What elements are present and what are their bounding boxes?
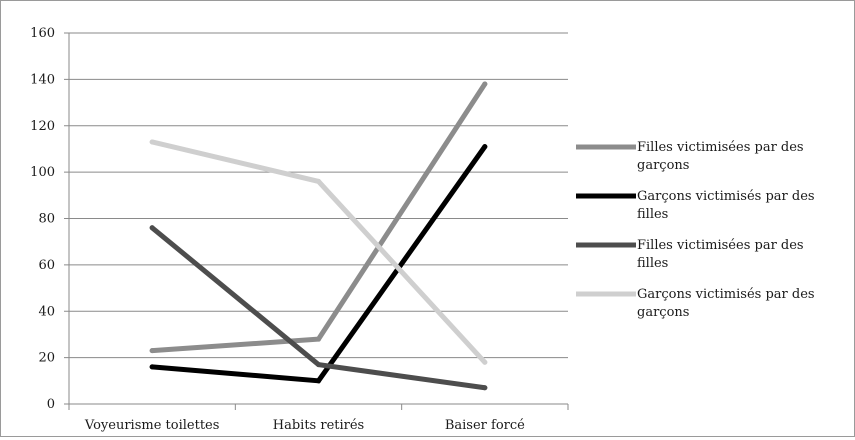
y-tick-label: 40: [38, 304, 55, 319]
y-tick-label: 60: [38, 258, 55, 273]
legend-label: Garçons victimisés par des: [637, 287, 815, 302]
y-tick-label: 160: [30, 26, 55, 41]
legend-label: Filles victimisées par des: [637, 238, 804, 253]
data-point: [149, 348, 155, 354]
legend-label: Garçons victimisés par des: [637, 189, 815, 204]
y-tick-label: 100: [30, 165, 55, 180]
data-point: [482, 81, 488, 87]
data-point: [149, 225, 155, 231]
y-tick-label: 0: [47, 397, 55, 412]
data-point: [316, 362, 321, 368]
data-point: [482, 144, 488, 150]
x-tick-label: Baiser forcé: [445, 418, 525, 433]
data-point: [482, 385, 488, 391]
legend-label: garçons: [637, 158, 689, 173]
y-tick-label: 140: [30, 72, 55, 87]
data-point: [149, 139, 155, 145]
y-tick-label: 80: [38, 212, 55, 227]
y-tick-label: 120: [30, 119, 55, 134]
legend-label: filles: [637, 207, 668, 222]
series-line-4: [149, 139, 488, 365]
y-tick-label: 20: [38, 351, 55, 366]
legend: Filles victimisées par des garçons Garçons…: [576, 140, 815, 320]
gridlines: [69, 32, 568, 359]
data-point: [482, 359, 488, 365]
series-lines: [149, 81, 488, 391]
axes: 0 20 40 60 80 100 120 140 160 Voyeurisme toilette…: [30, 26, 569, 433]
data-point: [149, 364, 155, 370]
data-point: [316, 178, 321, 184]
legend-label: Filles victimisées par des: [637, 140, 804, 155]
legend-label: garçons: [637, 305, 689, 320]
x-tick-label: Habits retirés: [273, 418, 364, 433]
data-point: [316, 378, 321, 384]
x-tick-label: Voyeurisme toilettes: [84, 418, 220, 433]
legend-label: filles: [637, 256, 668, 271]
data-point: [316, 336, 321, 342]
